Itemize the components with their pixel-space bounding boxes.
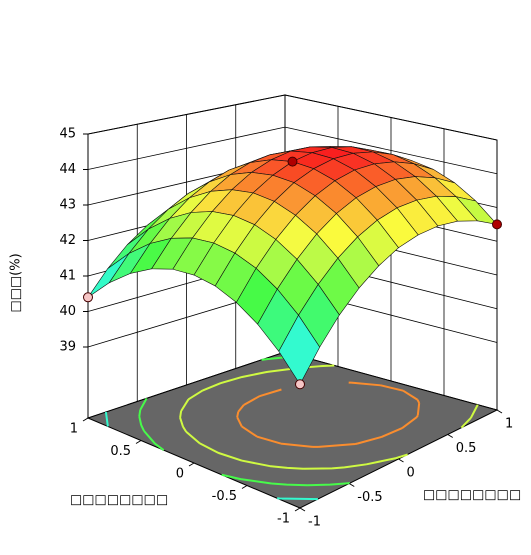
z-tick-label: 45 (59, 127, 76, 142)
z-tick-label: 41 (59, 269, 76, 284)
contour-line (179, 364, 479, 470)
y-axis-title: □□□□□□□□ (423, 488, 521, 503)
x-tick (241, 485, 248, 489)
y-tick (398, 458, 404, 463)
z-tick-label: 39 (59, 340, 76, 355)
x-axis-title: □□□□□□□□ (70, 493, 168, 508)
x-tick (135, 440, 142, 444)
y-tick (299, 507, 306, 512)
x-tick-label: -0.5 (212, 489, 237, 504)
surface-cell (278, 314, 321, 385)
design-point (295, 379, 305, 390)
y-tick-label: 1 (505, 417, 513, 432)
design-point (83, 292, 93, 303)
contour-line (104, 411, 318, 501)
contour-line (236, 381, 421, 448)
z-tick-label: 44 (59, 162, 76, 177)
z-tick-label: 42 (59, 233, 76, 248)
y-tick (496, 409, 503, 414)
y-tick (447, 434, 454, 438)
x-tick-label: 0 (176, 467, 184, 482)
y-tick (348, 483, 355, 487)
x-tick-label: -1 (277, 512, 290, 527)
y-tick-label: 0 (407, 466, 415, 481)
y-tick-label: -1 (308, 515, 321, 530)
y-tick-label: 0.5 (456, 441, 477, 456)
x-tick-label: 1 (70, 422, 78, 437)
x-tick (294, 507, 301, 512)
x-tick (188, 462, 195, 467)
x-tick-label: 0.5 (110, 444, 131, 459)
z-axis-title: □□□(%) (9, 253, 24, 312)
z-tick-label: 43 (59, 198, 76, 213)
z-tick-label: 40 (59, 304, 76, 319)
design-point (287, 156, 298, 167)
design-point (492, 219, 502, 230)
y-tick-label: -0.5 (357, 490, 382, 505)
contour-line (138, 354, 351, 487)
x-tick (82, 417, 89, 422)
